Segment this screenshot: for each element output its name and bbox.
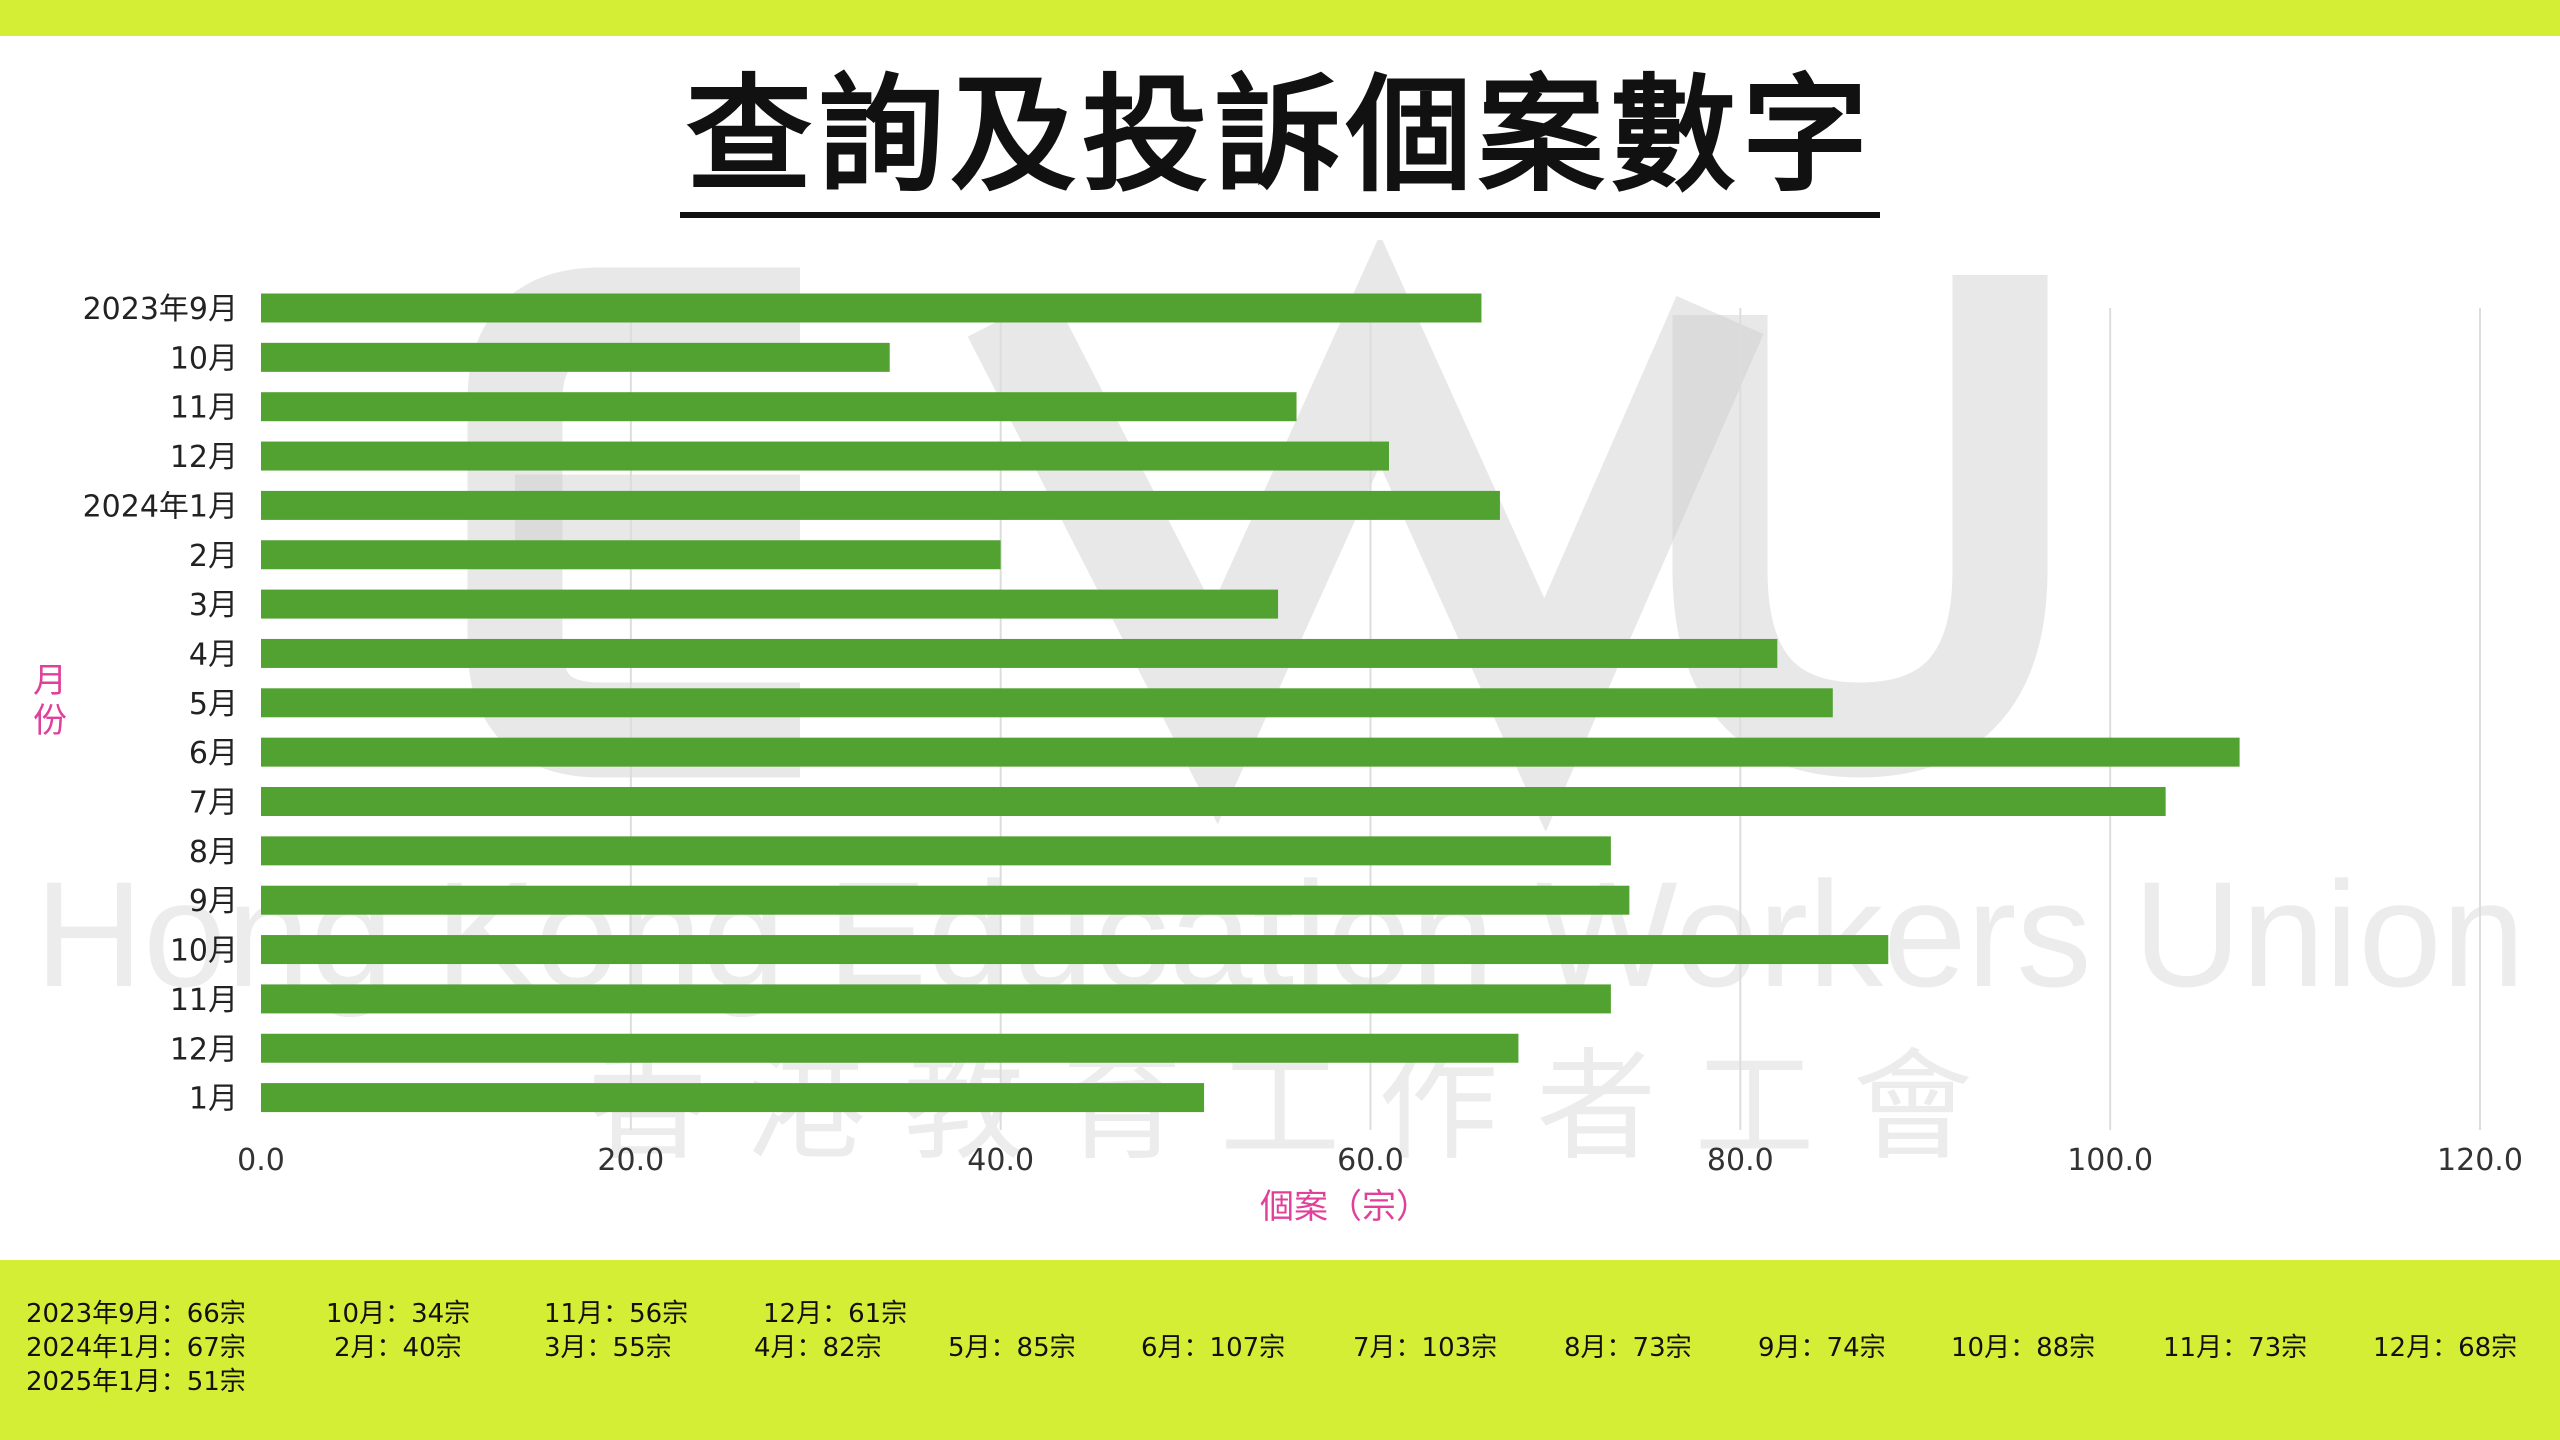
bar-chart: Hong Kong Education Workers Union 香 港 教 …: [33, 240, 2525, 1227]
y-tick-label: 1月: [189, 1082, 238, 1117]
bar: [261, 540, 1001, 570]
bar: [261, 342, 890, 372]
x-axis-title: 個案（宗）: [1260, 1187, 1430, 1227]
x-tick-label: 80.0: [1707, 1143, 1774, 1178]
bar: [261, 984, 1611, 1014]
y-tick-label: 4月: [189, 637, 238, 672]
x-tick-label: 20.0: [597, 1143, 664, 1178]
x-tick-labels: 0.0 20.0 40.0 60.0 80.0 100.0 120.0: [237, 1143, 2523, 1178]
y-tick-label: 7月: [189, 786, 238, 821]
bar: [261, 441, 1389, 471]
y-tick-label: 12月: [170, 440, 238, 475]
summary-line: 2025年1月：51宗: [26, 1365, 2526, 1399]
bar: [261, 490, 1500, 520]
y-tick-label: 11月: [170, 983, 238, 1018]
x-tick-label: 100.0: [2067, 1143, 2153, 1178]
summary-item: 12月：61宗: [763, 1299, 908, 1329]
page-title: 查詢及投訴個案數字: [680, 62, 1880, 218]
summary-item: 10月：34宗: [326, 1299, 471, 1329]
summary-item: 2023年9月：66宗: [26, 1299, 246, 1329]
bottom-summary-band: [0, 1260, 2560, 1440]
y-tick-label: 2月: [189, 539, 238, 574]
bar: [261, 787, 2166, 816]
x-tick-label: 60.0: [1337, 1143, 1404, 1178]
summary-item: 10月：88宗: [1951, 1333, 2096, 1363]
y-tick-label: 11月: [170, 391, 238, 426]
bar: [261, 392, 1297, 422]
summary-item: 5月：85宗: [948, 1333, 1076, 1363]
summary-item: 4月：82宗: [754, 1333, 882, 1363]
summary-item: 7月：103宗: [1353, 1333, 1498, 1363]
y-tick-label: 5月: [189, 687, 238, 722]
y-tick-label: 10月: [170, 934, 238, 969]
page-title-wrap: 查詢及投訴個案數字: [0, 62, 2560, 218]
bar: [261, 935, 1889, 965]
x-tick-label: 40.0: [967, 1143, 1034, 1178]
bar-series: [261, 293, 2240, 1113]
summary-item: 11月：73宗: [2163, 1333, 2308, 1363]
summary-item: 3月：55宗: [544, 1333, 672, 1363]
summary-item: 2月：40宗: [334, 1333, 462, 1363]
y-tick-label: 12月: [170, 1032, 238, 1067]
bar: [261, 293, 1482, 323]
summary-item: 11月：56宗: [544, 1299, 689, 1329]
bar: [261, 688, 1833, 718]
y-tick-labels: 2023年9月 10月 11月 12月 2024年1月 2月 3月 4月 5月 6月 7月 8月 9月 1…: [83, 292, 238, 1117]
summary-item: 2024年1月：67宗: [26, 1333, 246, 1363]
summary-item: 12月：68宗: [2373, 1333, 2518, 1363]
bar: [261, 737, 2240, 767]
summary-line: 2024年1月：67宗 2月：40宗 3月：55宗 4月：82宗 5月：85宗 …: [26, 1331, 2526, 1365]
bar: [261, 589, 1279, 619]
y-tick-label: 6月: [189, 736, 238, 771]
y-tick-label: 2023年9月: [83, 292, 238, 327]
x-tick-label: 120.0: [2437, 1143, 2523, 1178]
summary-item: 8月：73宗: [1564, 1333, 1692, 1363]
y-tick-label: 3月: [189, 588, 238, 623]
bar: [261, 638, 1778, 668]
y-tick-label: 10月: [170, 341, 238, 376]
summary-line: 2023年9月：66宗 10月：34宗 11月：56宗 12月：61宗: [26, 1297, 2526, 1331]
summary-item: 6月：107宗: [1141, 1333, 1286, 1363]
bar: [261, 1083, 1205, 1113]
y-axis-title-char-1: 月: [33, 661, 67, 701]
y-tick-label: 2024年1月: [83, 489, 238, 524]
summary-item: 2025年1月：51宗: [26, 1367, 246, 1397]
summary-item: 9月：74宗: [1758, 1333, 1886, 1363]
y-axis-title-char-2: 份: [33, 701, 67, 741]
bar: [261, 1033, 1519, 1063]
y-tick-label: 9月: [189, 884, 238, 919]
x-tick-label: 0.0: [237, 1143, 285, 1178]
top-accent-band: [0, 0, 2560, 36]
monthly-summary: 2023年9月：66宗 10月：34宗 11月：56宗 12月：61宗 2024…: [26, 1297, 2526, 1399]
y-tick-label: 8月: [189, 835, 238, 870]
bar: [261, 836, 1611, 866]
bar: [261, 885, 1630, 915]
